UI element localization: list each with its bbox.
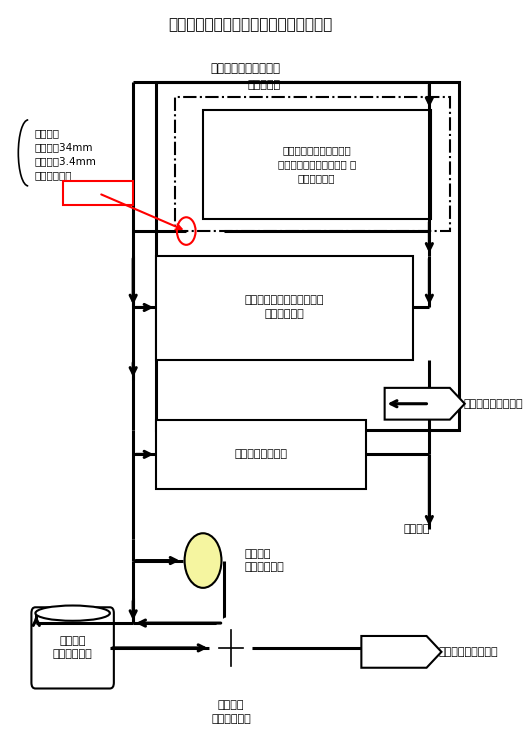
FancyBboxPatch shape: [63, 182, 133, 205]
Text: スチームコンバータ: スチームコンバータ: [439, 647, 498, 657]
Ellipse shape: [35, 605, 110, 621]
Bar: [203, 110, 431, 219]
Text: 空調設備: 空調設備: [403, 524, 430, 534]
Polygon shape: [385, 388, 465, 420]
FancyBboxPatch shape: [31, 607, 114, 689]
Text: 当該箇所: 当該箇所: [84, 187, 112, 200]
Text: 伊方発電所２号機　補助蒸気系統概略図: 伊方発電所２号機 補助蒸気系統概略図: [169, 17, 332, 32]
Bar: [156, 420, 366, 489]
Bar: [175, 97, 450, 231]
Text: アスファルト固化装置本体
（屋内設備）: アスファルト固化装置本体 （屋内設備）: [244, 296, 324, 319]
Text: 管理区域外: 管理区域外: [247, 80, 280, 90]
Text: 補助蒸気
ドレンモニタ: 補助蒸気 ドレンモニタ: [245, 549, 285, 572]
Bar: [156, 256, 413, 360]
Circle shape: [211, 618, 252, 678]
Text: スチームコンバータ: スチームコンバータ: [464, 399, 523, 409]
Bar: [156, 82, 459, 429]
Text: アスファルト固化装置: アスファルト固化装置: [210, 62, 280, 75]
Text: 配管仕様
外径：約34mm
肉厚：約3.4mm
材質：炭素鋼: 配管仕様 外径：約34mm 肉厚：約3.4mm 材質：炭素鋼: [35, 128, 96, 180]
Text: 補助蒸気
ドレンポンプ: 補助蒸気 ドレンポンプ: [211, 701, 251, 723]
Text: アスファルト貯蔵タンク
アスファルト供給タンク 等
（屋外設備）: アスファルト貯蔵タンク アスファルト供給タンク 等 （屋外設備）: [278, 146, 356, 183]
Text: 補助蒸気
ドレンタンク: 補助蒸気 ドレンタンク: [53, 636, 93, 659]
Circle shape: [185, 534, 221, 588]
Text: 廃液蒸発装置　等: 廃液蒸発装置 等: [234, 449, 287, 460]
Polygon shape: [361, 636, 442, 668]
